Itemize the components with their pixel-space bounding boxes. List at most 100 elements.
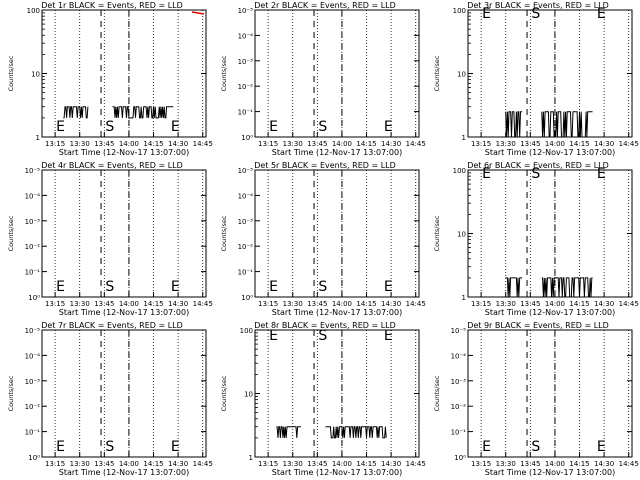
x-tick-label: 14:30: [381, 300, 401, 308]
marker-e: E: [56, 439, 65, 455]
y-tick-label: 10⁻⁵: [238, 167, 254, 175]
y-axis-label: Counts/sec: [7, 375, 15, 411]
x-tick-label: 14:45: [193, 140, 213, 148]
chart-title: Det 5r BLACK = Events, RED = LLD: [254, 161, 396, 170]
x-tick-label: 14:45: [406, 140, 426, 148]
y-tick-label: 10⁰: [241, 294, 253, 302]
x-axis-label: Start Time (12-Nov-17 13:07:00): [272, 468, 402, 477]
chart-panel-2: Det 2r BLACK = Events, RED = LLD 10⁰ 10⁻¹ 1…: [220, 1, 426, 157]
y-tick-label: 10⁻⁵: [451, 327, 467, 335]
marker-s: S: [531, 6, 540, 22]
marker-e: E: [171, 439, 180, 455]
x-tick-label: 14:15: [569, 300, 589, 308]
y-tick-label: 10: [457, 71, 466, 79]
y-axis-label: Counts/sec: [220, 215, 228, 251]
x-tick-label: 14:30: [594, 460, 614, 468]
y-axis-label: Counts/sec: [433, 215, 441, 251]
y-tick-label: 10⁻¹: [451, 429, 467, 437]
marker-e: E: [56, 119, 65, 135]
y-axis-label: Counts/sec: [433, 375, 441, 411]
marker-e: E: [269, 328, 278, 344]
x-tick-label: 13:30: [70, 460, 90, 468]
x-tick-label: 14:00: [119, 460, 139, 468]
x-tick-label: 13:30: [283, 460, 303, 468]
chart-panel-8: Det 8r BLACK = Events, RED = LLD 1 10 100 Co…: [220, 321, 426, 477]
x-tick-label: 13:15: [258, 300, 278, 308]
y-tick-label: 10⁰: [28, 294, 40, 302]
x-tick-label: 13:30: [496, 460, 516, 468]
plot-frame: [41, 9, 207, 138]
marker-s: S: [105, 119, 114, 135]
x-tick-label: 13:15: [471, 300, 491, 308]
x-tick-label: 13:15: [45, 460, 65, 468]
x-tick-label: 13:45: [94, 300, 114, 308]
plot-frame: [41, 169, 207, 298]
events-series-line: [505, 277, 593, 298]
y-tick-label: 10: [244, 391, 253, 399]
x-tick-label: 14:15: [356, 460, 376, 468]
x-tick-label: 13:45: [520, 460, 540, 468]
x-tick-label: 14:45: [619, 140, 639, 148]
x-tick-label: 13:30: [496, 140, 516, 148]
chart-title: Det 9r BLACK = Events, RED = LLD: [467, 321, 609, 330]
plot-frame: [254, 9, 420, 138]
chart-panel-7: Det 7r BLACK = Events, RED = LLD 10⁰ 10⁻¹ 1…: [7, 321, 213, 477]
y-axis-label: Counts/sec: [7, 215, 15, 251]
chart-title: Det 2r BLACK = Events, RED = LLD: [254, 1, 396, 10]
x-tick-label: 14:45: [406, 300, 426, 308]
x-tick-label: 13:45: [94, 460, 114, 468]
y-tick-label: 10⁻²: [238, 243, 254, 251]
x-tick-label: 13:15: [258, 140, 278, 148]
marker-e: E: [597, 166, 606, 182]
chart-panel-3: Det 3r BLACK = Events, RED = LLD 1 10 100 Co…: [433, 1, 639, 157]
x-tick-label: 14:30: [168, 300, 188, 308]
x-tick-label: 14:45: [619, 300, 639, 308]
x-tick-label: 14:15: [356, 300, 376, 308]
y-tick-label: 10⁻²: [25, 403, 41, 411]
x-tick-label: 14:15: [143, 300, 163, 308]
marker-e: E: [482, 6, 491, 22]
x-tick-label: 13:15: [45, 300, 65, 308]
y-tick-label: 10⁻⁴: [451, 352, 467, 360]
x-tick-label: 13:15: [471, 140, 491, 148]
x-tick-label: 13:45: [307, 140, 327, 148]
y-tick-label: 100: [453, 7, 466, 15]
x-tick-label: 13:45: [520, 140, 540, 148]
y-tick-label: 10⁻³: [451, 378, 467, 386]
y-tick-label: 10⁻⁵: [25, 327, 41, 335]
y-tick-label: 10⁻³: [25, 218, 41, 226]
x-tick-label: 14:45: [406, 460, 426, 468]
x-tick-label: 14:00: [332, 140, 352, 148]
y-tick-label: 100: [27, 7, 40, 15]
chart-panel-4: Det 4r BLACK = Events, RED = LLD 10⁰ 10⁻¹ 1…: [7, 161, 213, 317]
x-axis-label: Start Time (12-Nov-17 13:07:00): [485, 148, 615, 157]
x-tick-label: 14:00: [119, 300, 139, 308]
x-tick-label: 13:45: [520, 300, 540, 308]
x-tick-label: 14:00: [545, 140, 565, 148]
marker-e: E: [384, 119, 393, 135]
chart-title: Det 7r BLACK = Events, RED = LLD: [41, 321, 183, 330]
y-tick-label: 10⁻²: [451, 403, 467, 411]
y-tick-label: 1: [462, 294, 466, 302]
marker-e: E: [597, 439, 606, 455]
events-series-line: [505, 111, 593, 138]
y-tick-label: 10⁰: [241, 134, 253, 142]
y-tick-label: 1: [36, 134, 40, 142]
x-tick-label: 13:30: [283, 140, 303, 148]
x-tick-label: 13:15: [45, 140, 65, 148]
x-tick-label: 14:45: [619, 460, 639, 468]
marker-s: S: [531, 166, 540, 182]
events-series-line: [63, 106, 174, 119]
y-tick-label: 10: [31, 71, 40, 79]
marker-e: E: [597, 6, 606, 22]
x-tick-label: 13:45: [307, 460, 327, 468]
x-tick-label: 13:15: [471, 460, 491, 468]
marker-s: S: [318, 328, 327, 344]
x-tick-label: 14:00: [545, 460, 565, 468]
y-tick-label: 10⁻⁵: [25, 167, 41, 175]
x-axis-label: Start Time (12-Nov-17 13:07:00): [59, 308, 189, 317]
marker-e: E: [384, 279, 393, 295]
plot-frame: [467, 329, 633, 458]
plot-frame: [467, 9, 633, 138]
x-tick-label: 14:00: [119, 140, 139, 148]
